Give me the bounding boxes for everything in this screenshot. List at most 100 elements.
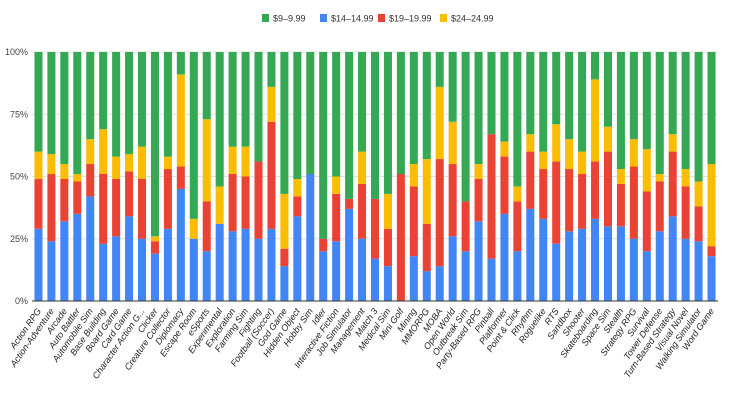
bar-segment[interactable]: [383, 228, 392, 267]
bar-stack[interactable]: [163, 52, 172, 301]
bar-segment[interactable]: [409, 186, 418, 257]
bar-segment[interactable]: [513, 201, 522, 252]
bar-segment[interactable]: [280, 266, 289, 301]
bar-stack[interactable]: [125, 52, 134, 301]
bar-segment[interactable]: [694, 206, 703, 242]
bar-segment[interactable]: [138, 178, 147, 239]
bar-segment[interactable]: [319, 251, 328, 301]
bar-segment[interactable]: [500, 156, 509, 214]
bar-segment[interactable]: [694, 52, 703, 182]
bar-segment[interactable]: [383, 52, 392, 194]
bar-segment[interactable]: [616, 169, 625, 184]
bar-segment[interactable]: [370, 52, 380, 199]
bar-segment[interactable]: [202, 201, 211, 252]
bar-segment[interactable]: [513, 52, 522, 187]
bar-stack[interactable]: [189, 52, 198, 301]
bar-segment[interactable]: [176, 74, 185, 167]
bar-segment[interactable]: [409, 164, 418, 187]
bar-segment[interactable]: [176, 188, 185, 301]
bar-stack[interactable]: [280, 52, 289, 301]
bar-segment[interactable]: [99, 174, 108, 244]
bar-stack[interactable]: [150, 52, 159, 301]
bar-segment[interactable]: [539, 52, 548, 152]
bar-segment[interactable]: [422, 52, 431, 160]
bar-stack[interactable]: [578, 52, 587, 301]
bar-stack[interactable]: [332, 52, 341, 301]
bar-stack[interactable]: [422, 52, 431, 301]
bar-segment[interactable]: [694, 241, 703, 301]
bar-segment[interactable]: [293, 216, 302, 301]
bar-stack[interactable]: [616, 52, 625, 301]
bar-stack[interactable]: [435, 52, 444, 301]
bar-segment[interactable]: [73, 181, 82, 214]
bar-segment[interactable]: [435, 52, 444, 87]
bar-segment[interactable]: [629, 238, 638, 301]
bar-segment[interactable]: [422, 223, 431, 272]
bar-stack[interactable]: [642, 52, 651, 301]
bar-stack[interactable]: [86, 52, 95, 301]
bar-segment[interactable]: [254, 238, 263, 301]
bar-segment[interactable]: [319, 238, 328, 252]
bar-stack[interactable]: [409, 52, 418, 301]
bar-segment[interactable]: [539, 169, 548, 219]
bar-segment[interactable]: [552, 161, 561, 244]
bar-segment[interactable]: [150, 52, 159, 237]
bar-stack[interactable]: [73, 52, 82, 301]
bar-segment[interactable]: [526, 208, 535, 301]
bar-segment[interactable]: [112, 156, 121, 179]
bar-segment[interactable]: [591, 79, 600, 162]
bar-segment[interactable]: [34, 178, 43, 229]
bar-segment[interactable]: [409, 256, 418, 301]
bar-segment[interactable]: [396, 174, 405, 301]
bar-segment[interactable]: [552, 124, 561, 162]
bar-segment[interactable]: [215, 52, 224, 187]
legend-item[interactable]: $14–14.99: [320, 14, 374, 24]
bar-segment[interactable]: [565, 139, 574, 170]
bar-segment[interactable]: [163, 52, 172, 157]
bar-segment[interactable]: [241, 146, 250, 177]
bar-segment[interactable]: [60, 178, 69, 222]
bar-segment[interactable]: [707, 164, 716, 247]
bar-segment[interactable]: [526, 151, 535, 209]
bar-segment[interactable]: [681, 169, 690, 187]
bar-segment[interactable]: [642, 191, 651, 252]
bar-segment[interactable]: [228, 146, 237, 175]
bar-segment[interactable]: [396, 52, 405, 175]
bar-segment[interactable]: [280, 248, 289, 267]
bar-segment[interactable]: [60, 52, 69, 165]
bar-segment[interactable]: [578, 174, 587, 229]
bar-segment[interactable]: [370, 198, 380, 259]
bar-segment[interactable]: [34, 228, 43, 301]
bar-segment[interactable]: [47, 154, 56, 175]
bar-segment[interactable]: [150, 236, 159, 242]
bar-segment[interactable]: [189, 218, 198, 239]
bar-segment[interactable]: [138, 238, 147, 301]
bar-segment[interactable]: [176, 166, 185, 189]
bar-stack[interactable]: [254, 52, 263, 301]
bar-segment[interactable]: [500, 213, 509, 301]
bar-segment[interactable]: [591, 161, 600, 219]
bar-segment[interactable]: [306, 174, 315, 301]
bar-segment[interactable]: [267, 86, 276, 122]
bar-segment[interactable]: [616, 52, 625, 170]
bar-segment[interactable]: [448, 121, 457, 165]
bar-stack[interactable]: [370, 52, 380, 301]
bar-segment[interactable]: [422, 159, 431, 224]
bar-segment[interactable]: [681, 186, 690, 239]
bar-segment[interactable]: [642, 52, 651, 150]
bar-stack[interactable]: [500, 52, 509, 301]
bar-segment[interactable]: [150, 253, 159, 301]
bar-segment[interactable]: [241, 176, 250, 229]
bar-segment[interactable]: [280, 193, 289, 249]
bar-stack[interactable]: [241, 52, 250, 301]
bar-stack[interactable]: [694, 52, 703, 301]
bar-stack[interactable]: [215, 52, 224, 301]
bar-segment[interactable]: [500, 141, 509, 157]
bar-segment[interactable]: [112, 236, 121, 301]
bar-segment[interactable]: [642, 251, 651, 301]
bar-segment[interactable]: [138, 52, 147, 147]
bar-segment[interactable]: [125, 154, 134, 172]
legend-item[interactable]: $9–9.99: [262, 14, 306, 24]
bar-segment[interactable]: [306, 52, 315, 175]
bar-segment[interactable]: [513, 186, 522, 202]
